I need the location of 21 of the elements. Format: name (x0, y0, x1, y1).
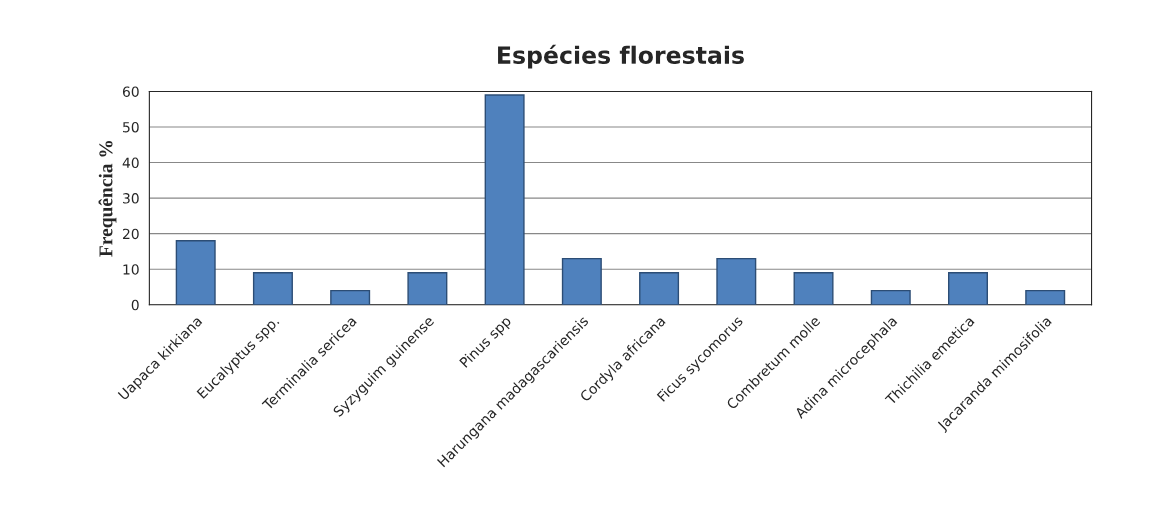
y-tick-label: 50 (123, 121, 139, 133)
y-tick-label: 40 (122, 157, 139, 169)
bar (330, 289, 371, 305)
y-axis-title: Frequência % (98, 140, 117, 257)
y-tick-label: 20 (122, 228, 139, 240)
chart-title: Espécies florestais (498, 44, 744, 69)
y-tick-label: 0 (131, 299, 139, 311)
bar (870, 289, 911, 305)
bar (561, 257, 602, 305)
bar (947, 272, 988, 305)
y-tick-label: 10 (123, 264, 139, 275)
y-tick-label: 30 (123, 193, 139, 204)
bar (639, 272, 680, 305)
bar (1025, 289, 1066, 305)
bar (716, 257, 757, 305)
bar (252, 272, 293, 305)
bar (407, 272, 448, 305)
y-tick-label: 60 (122, 86, 139, 97)
bar (484, 94, 525, 305)
bar (793, 272, 834, 305)
bar (175, 240, 216, 305)
